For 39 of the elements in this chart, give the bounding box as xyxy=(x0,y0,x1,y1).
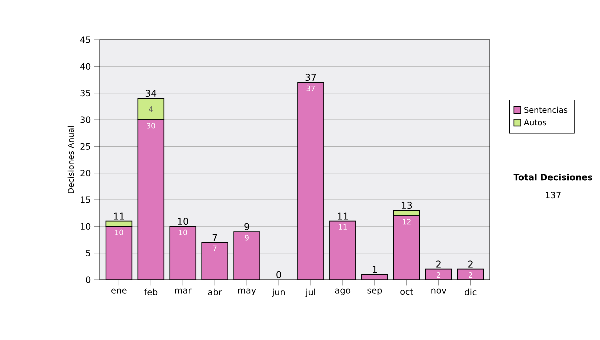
total-label: 2 xyxy=(468,260,473,268)
total-label: 1 xyxy=(372,266,378,274)
x-tick-label: ene xyxy=(112,288,127,294)
y-tick-label: 15 xyxy=(81,196,90,204)
y-tick-label: 45 xyxy=(80,36,90,44)
y-tick-label: 20 xyxy=(80,170,91,177)
x-tick-label: dic xyxy=(464,288,477,296)
x-tick-label: may xyxy=(238,288,256,296)
x-tick-label: feb xyxy=(144,288,158,296)
y-tick-label: 35 xyxy=(80,90,90,97)
text: Total Decisiones xyxy=(514,174,593,181)
text: 137 xyxy=(546,192,561,199)
x-tick-label: jul xyxy=(306,288,316,298)
y-tick-label: 0 xyxy=(86,276,91,284)
legend-label: Autos xyxy=(524,120,546,126)
y-tick-label: 30 xyxy=(80,116,91,124)
x-tick-label: nov xyxy=(432,288,447,294)
x-tick-label: oct xyxy=(400,288,414,296)
x-tick-label: mar xyxy=(175,288,192,294)
y-tick-label: 5 xyxy=(86,250,90,257)
total-label: 2 xyxy=(436,260,441,268)
total-label: 11 xyxy=(114,212,124,220)
x-tick-label: ago xyxy=(335,288,351,296)
total-label: 9 xyxy=(244,223,250,230)
total-label: 34 xyxy=(146,90,157,98)
y-tick-label: 40 xyxy=(80,63,91,70)
y-axis-title: Decisiones Anual xyxy=(68,126,74,194)
y-tick-label: 10 xyxy=(81,223,91,230)
x-tick-label: sep xyxy=(368,288,382,296)
y-tick-label: 25 xyxy=(80,143,90,150)
x-tick-label: jun xyxy=(272,288,285,298)
legend-label: Sentencias xyxy=(524,106,568,114)
total-label: 10 xyxy=(178,218,188,226)
total-label: 0 xyxy=(276,271,282,278)
total-label: 11 xyxy=(338,212,348,220)
total-label: 37 xyxy=(306,74,316,82)
total-label: 13 xyxy=(402,202,412,210)
total-label: 7 xyxy=(212,234,218,242)
x-tick-label: abr xyxy=(208,288,222,296)
